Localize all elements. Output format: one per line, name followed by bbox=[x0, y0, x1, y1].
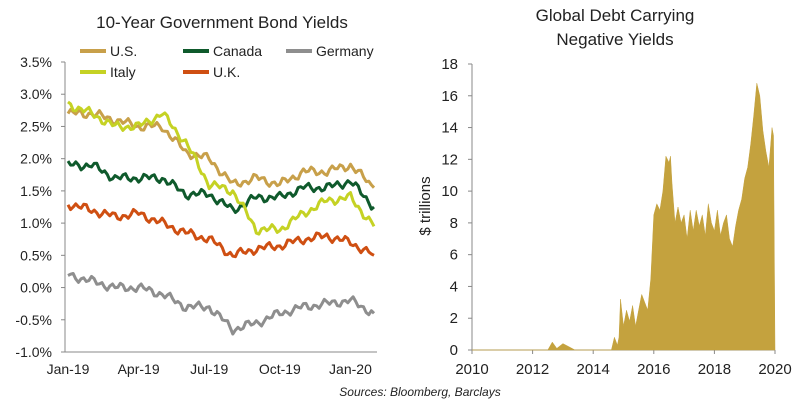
series-line-uk bbox=[66, 202, 375, 259]
right-area-group bbox=[472, 83, 776, 351]
left-legend: U.S. Canada Germany Italy U.K. bbox=[80, 43, 374, 80]
right-x-tick-label: 2010 bbox=[455, 361, 488, 378]
legend-label: U.K. bbox=[213, 64, 240, 80]
left-x-tick-label: Jul-19 bbox=[190, 361, 228, 377]
series-line-us bbox=[66, 107, 376, 189]
bond-yields-chart: 10-Year Government Bond Yields -1.0% -0.5… bbox=[15, 13, 377, 377]
right-x-tick-labels: 2010 2012 2014 2016 2018 2020 bbox=[455, 350, 792, 378]
left-y-tick-label: 2.5% bbox=[20, 118, 52, 134]
right-chart-title-line-1: Global Debt Carrying bbox=[536, 6, 695, 25]
left-x-tick-label: Oct-19 bbox=[259, 361, 301, 377]
right-y-tick-label: 16 bbox=[441, 88, 458, 105]
series-line-canada bbox=[66, 160, 375, 214]
right-y-tick-label: 2 bbox=[450, 310, 458, 327]
right-x-tick-label: 2018 bbox=[698, 361, 731, 378]
right-y-tick-label: 0 bbox=[450, 342, 458, 359]
right-x-tick-label: 2014 bbox=[577, 361, 610, 378]
series-line-germany bbox=[67, 272, 376, 336]
left-chart-title: 10-Year Government Bond Yields bbox=[96, 13, 348, 32]
right-y-tick-label: 12 bbox=[441, 151, 458, 168]
left-x-tick-label: Jan-19 bbox=[47, 361, 90, 377]
legend-label: U.S. bbox=[110, 43, 137, 59]
legend-label: Canada bbox=[213, 43, 262, 59]
left-series-group bbox=[66, 100, 376, 336]
right-y-tick-label: 18 bbox=[441, 56, 458, 73]
right-y-tick-label: 4 bbox=[450, 278, 458, 295]
left-y-tick-label: 2.0% bbox=[20, 151, 52, 167]
series-line-italy bbox=[67, 100, 376, 236]
right-y-tick-label: 14 bbox=[441, 120, 458, 137]
negative-yield-debt-chart: Global Debt Carrying Negative Yields $ t… bbox=[417, 6, 792, 378]
right-y-tick-labels: 0 2 4 6 8 10 12 14 16 18 bbox=[441, 56, 472, 359]
left-y-tick-labels: -1.0% -0.5% 0.0% 0.5% 1.0% 1.5% 2.0% 2.5% 3.0% 3.… bbox=[15, 54, 65, 360]
legend-label: Italy bbox=[110, 64, 136, 80]
legend-label: Germany bbox=[316, 43, 374, 59]
left-y-tick-label: 3.0% bbox=[20, 86, 52, 102]
left-x-tick-labels: Jan-19 Apr-19 Jul-19 Oct-19 Jan-20 bbox=[47, 361, 372, 377]
sources-note: Sources: Bloomberg, Barclays bbox=[339, 385, 500, 399]
left-y-tick-label: 1.0% bbox=[20, 215, 52, 231]
right-x-tick-label: 2016 bbox=[637, 361, 670, 378]
left-x-tick-label: Jan-20 bbox=[329, 361, 372, 377]
left-x-tick-label: Apr-19 bbox=[118, 361, 160, 377]
left-y-tick-label: 1.5% bbox=[20, 183, 52, 199]
negative-yield-debt-area bbox=[472, 83, 776, 351]
left-y-tick-label: 0.5% bbox=[20, 247, 52, 263]
right-chart-title-line-2: Negative Yields bbox=[556, 30, 673, 49]
right-y-axis-label: $ trillions bbox=[417, 176, 434, 235]
right-y-tick-label: 8 bbox=[450, 215, 458, 232]
right-x-tick-label: 2020 bbox=[758, 361, 791, 378]
left-y-tick-label: -0.5% bbox=[15, 312, 52, 328]
left-y-tick-label: 3.5% bbox=[20, 54, 52, 70]
left-y-tick-label: -1.0% bbox=[15, 344, 52, 360]
left-y-tick-label: 0.0% bbox=[20, 280, 52, 296]
right-x-tick-label: 2012 bbox=[516, 361, 549, 378]
right-y-tick-label: 10 bbox=[441, 183, 458, 200]
right-y-tick-label: 6 bbox=[450, 247, 458, 264]
